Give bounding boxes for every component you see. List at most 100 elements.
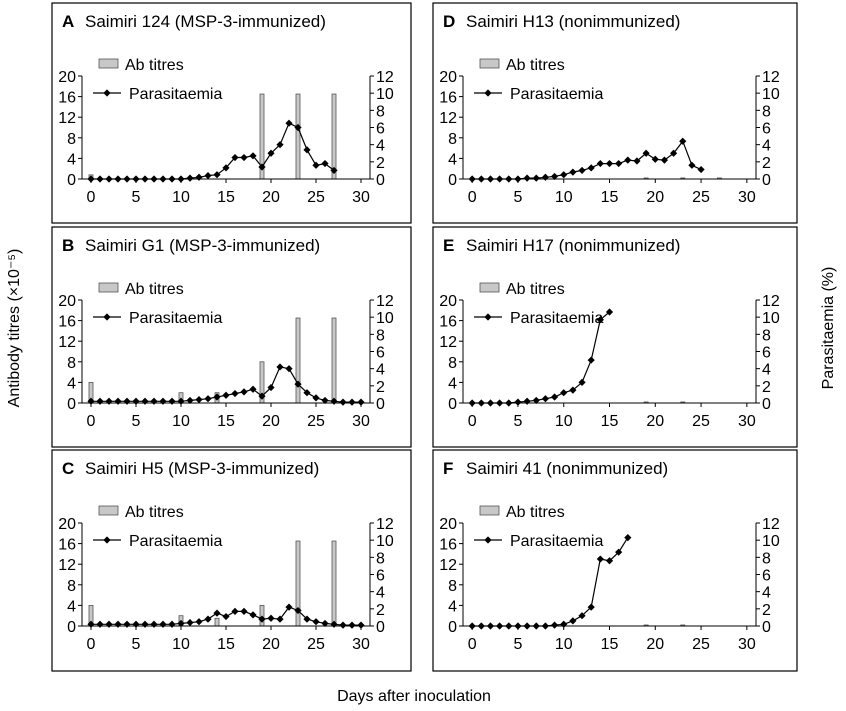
right-tick-label: 12: [762, 69, 780, 86]
left-tick-label: 12: [439, 110, 457, 127]
parasitaemia-point: [496, 622, 504, 630]
parasitaemia-point: [150, 620, 158, 628]
x-tick-label: 5: [132, 413, 141, 430]
x-tick-label: 10: [172, 636, 190, 653]
legend-bar-label: Ab titres: [125, 57, 184, 74]
parasitaemia-point: [605, 308, 614, 316]
parasitaemia-point: [330, 620, 338, 628]
legend-bar-swatch: [479, 505, 500, 516]
parasitaemia-point: [114, 175, 122, 183]
x-tick-label: 25: [307, 413, 325, 430]
parasitaemia-point: [105, 397, 113, 405]
parasitaemia-point: [114, 620, 122, 628]
parasitaemia-point: [249, 611, 257, 619]
panel-letter: F: [443, 459, 453, 478]
x-tick-label: 15: [217, 189, 235, 206]
parasitaemia-point: [615, 548, 623, 556]
parasitaemia-point: [114, 397, 122, 405]
parasitaemia-point: [231, 389, 239, 398]
x-tick-label: 10: [172, 413, 190, 430]
legend-line-marker: [484, 313, 492, 321]
parasitaemia-point: [624, 156, 632, 164]
right-tick-label: 0: [762, 172, 771, 189]
legend-bar-label: Ab titres: [125, 281, 184, 298]
parasitaemia-line: [91, 122, 335, 180]
parasitaemia-line: [472, 537, 629, 627]
ab-titre-bar: [331, 540, 337, 627]
right-tick-label: 8: [376, 103, 385, 120]
parasitaemia-point: [660, 156, 669, 164]
right-tick-label: 10: [762, 310, 780, 327]
parasitaemia-point: [550, 393, 559, 401]
x-tick-label: 25: [692, 413, 710, 430]
panel-title: Saimiri H5 (MSP-3-immunized): [85, 459, 319, 478]
parasitaemia-point: [532, 622, 540, 630]
parasitaemia-point: [697, 165, 705, 174]
parasitaemia-point: [605, 557, 614, 565]
legend-bar-swatch: [98, 282, 119, 293]
left-tick-label: 8: [67, 131, 76, 148]
x-tick-label: 0: [87, 189, 96, 206]
right-tick-label: 8: [762, 103, 771, 120]
parasitaemia-point: [231, 153, 239, 162]
x-tick-label: 0: [468, 636, 477, 653]
left-tick-label: 16: [439, 314, 457, 331]
parasitaemia-point: [587, 164, 595, 172]
parasitaemia-point: [330, 397, 338, 405]
left-tick-label: 16: [439, 90, 457, 107]
left-tick-label: 4: [67, 598, 76, 615]
right-tick-label: 4: [762, 585, 771, 602]
x-tick-label: 30: [738, 636, 756, 653]
parasitaemia-point: [312, 394, 320, 402]
legend-line-marker: [103, 313, 111, 321]
legend-line-label: Parasitaemia: [510, 310, 603, 327]
left-tick-label: 12: [58, 110, 76, 127]
legend-line-label: Parasitaemia: [129, 310, 222, 327]
parasitaemia-point: [159, 620, 167, 628]
parasitaemia-point: [514, 622, 522, 630]
parasitaemia-point: [560, 389, 568, 397]
parasitaemia-point: [258, 615, 266, 623]
parasitaemia-point: [294, 606, 302, 615]
x-tick-label: 5: [132, 636, 141, 653]
panel-d: D Saimiri H13 (nonimmunized)0481216200246…: [432, 2, 798, 224]
parasitaemia-point: [532, 174, 540, 182]
right-tick-label: 12: [376, 69, 394, 86]
parasitaemia-point: [486, 399, 495, 407]
x-tick-label: 5: [132, 189, 141, 206]
left-tick-label: 16: [58, 314, 76, 331]
left-tick-label: 4: [448, 151, 457, 168]
parasitaemia-point: [523, 622, 531, 630]
parasitaemia-point: [560, 620, 568, 628]
parasitaemia-point: [87, 175, 95, 183]
parasitaemia-point: [468, 175, 476, 183]
parasitaemia-point: [96, 397, 104, 405]
parasitaemia-point: [123, 175, 131, 183]
parasitaemia-point: [294, 380, 302, 388]
panel-letter: E: [443, 236, 454, 255]
parasitaemia-point: [294, 123, 302, 132]
parasitaemia-point: [186, 174, 194, 182]
parasitaemia-point: [222, 164, 230, 172]
legend-line-marker: [484, 89, 492, 97]
parasitaemia-point: [303, 146, 311, 154]
right-tick-label: 0: [762, 396, 771, 413]
legend-bar-label: Ab titres: [506, 57, 565, 74]
x-tick-label: 25: [307, 189, 325, 206]
panel-frame: [432, 2, 798, 224]
parasitaemia-point: [523, 397, 531, 405]
parasitaemia-point: [605, 159, 614, 168]
parasitaemia-point: [569, 386, 577, 394]
parasitaemia-point: [186, 396, 194, 405]
right-tick-label: 8: [762, 327, 771, 344]
parasitaemia-point: [204, 395, 212, 403]
left-y-axis-label: Antibody titres (×10⁻⁵): [6, 249, 23, 408]
left-tick-label: 8: [67, 578, 76, 595]
right-tick-label: 2: [376, 155, 385, 172]
right-tick-label: 10: [376, 533, 394, 550]
ab-titre-bar: [331, 317, 337, 404]
ab-titre-bar: [331, 93, 337, 180]
parasitaemia-point: [587, 356, 595, 364]
parasitaemia-point: [159, 175, 167, 183]
left-tick-label: 20: [58, 516, 76, 533]
